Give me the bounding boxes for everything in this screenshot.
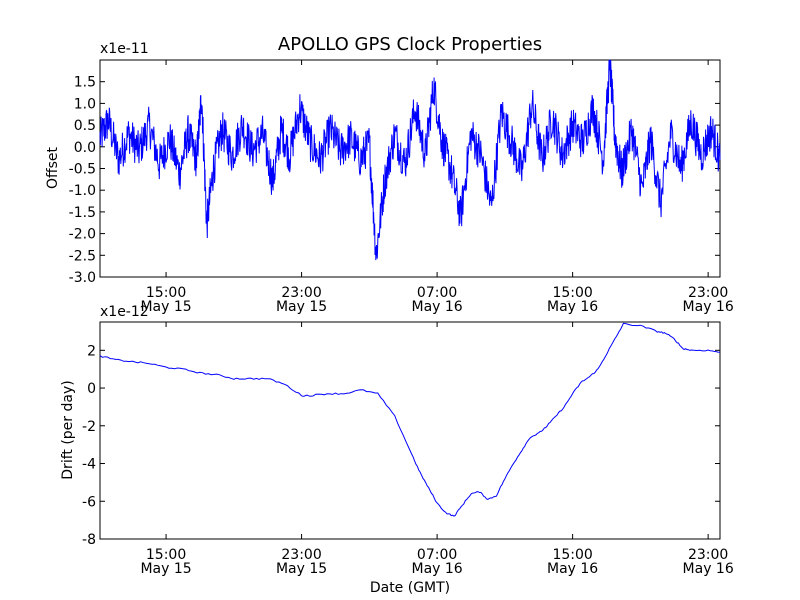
- top-x-tick-date: May 16: [547, 299, 598, 315]
- top-x-tick-time: 23:00: [688, 285, 728, 301]
- bottom-y-tick-label: -4: [82, 457, 96, 473]
- bottom-x-tick-time: 23:00: [281, 547, 321, 563]
- top-y-tick-label: 0.0: [74, 140, 96, 156]
- bottom-x-tick-time: 07:00: [417, 547, 457, 563]
- top-y-tick-label: -2.0: [69, 227, 96, 243]
- top-y-ticks: -3.0 -2.5 -2.0 -1.5 -1.0 -0.5 0.0 0.5 1.0 1.5: [69, 75, 720, 286]
- top-x-tick-time: 15:00: [146, 285, 186, 301]
- top-y-tick-label: -0.5: [69, 162, 96, 178]
- bottom-x-tick-time: 15:00: [146, 547, 186, 563]
- top-x-tick-date: May 16: [411, 299, 462, 315]
- top-x-tick-time: 23:00: [281, 285, 321, 301]
- top-y-axis-label: Offset: [45, 146, 61, 189]
- bottom-x-tick-time: 15:00: [552, 547, 592, 563]
- bottom-x-tick-date: May 15: [140, 561, 191, 577]
- bottom-y-tick-label: 2: [87, 343, 96, 359]
- top-y-tick-label: -2.5: [69, 248, 96, 264]
- top-x-tick-date: May 15: [140, 299, 191, 315]
- top-x-tick-date: May 15: [276, 299, 327, 315]
- bottom-x-tick-date: May 15: [276, 561, 327, 577]
- bottom-y-tick-label: -2: [82, 419, 96, 435]
- drift-series-line: [99, 322, 721, 517]
- top-y-tick-label: 1.5: [74, 75, 96, 91]
- bottom-y-tick-label: -8: [82, 532, 96, 548]
- bottom-x-tick-date: May 16: [411, 561, 462, 577]
- top-x-tick-time: 07:00: [417, 285, 457, 301]
- top-y-tick-label: 0.5: [74, 118, 96, 134]
- top-y-tick-label: -3.0: [69, 270, 96, 286]
- top-y-tick-label: -1.0: [69, 183, 96, 199]
- bottom-y-tick-label: 0: [87, 381, 96, 397]
- bottom-y-ticks: -8 -6 -4 -2 0 2: [82, 343, 720, 548]
- bottom-y-tick-label: -6: [82, 494, 96, 510]
- bottom-x-axis-label: Date (GMT): [370, 580, 450, 596]
- bottom-plot-frame: [99, 321, 721, 540]
- chart-title: APOLLO GPS Clock Properties: [278, 34, 542, 55]
- top-x-tick-date: May 16: [683, 299, 734, 315]
- bottom-y-scale-label: x1e-12: [100, 304, 149, 320]
- top-y-scale-label: x1e-11: [100, 41, 149, 57]
- offset-series-line: [99, 59, 721, 261]
- bottom-x-tick-date: May 16: [683, 561, 734, 577]
- bottom-y-axis-label: Drift (per day): [60, 380, 76, 479]
- top-x-tick-time: 15:00: [552, 285, 592, 301]
- bottom-x-tick-time: 23:00: [688, 547, 728, 563]
- bottom-x-tick-date: May 16: [547, 561, 598, 577]
- top-y-tick-label: 1.0: [74, 96, 96, 112]
- top-y-tick-label: -1.5: [69, 205, 96, 221]
